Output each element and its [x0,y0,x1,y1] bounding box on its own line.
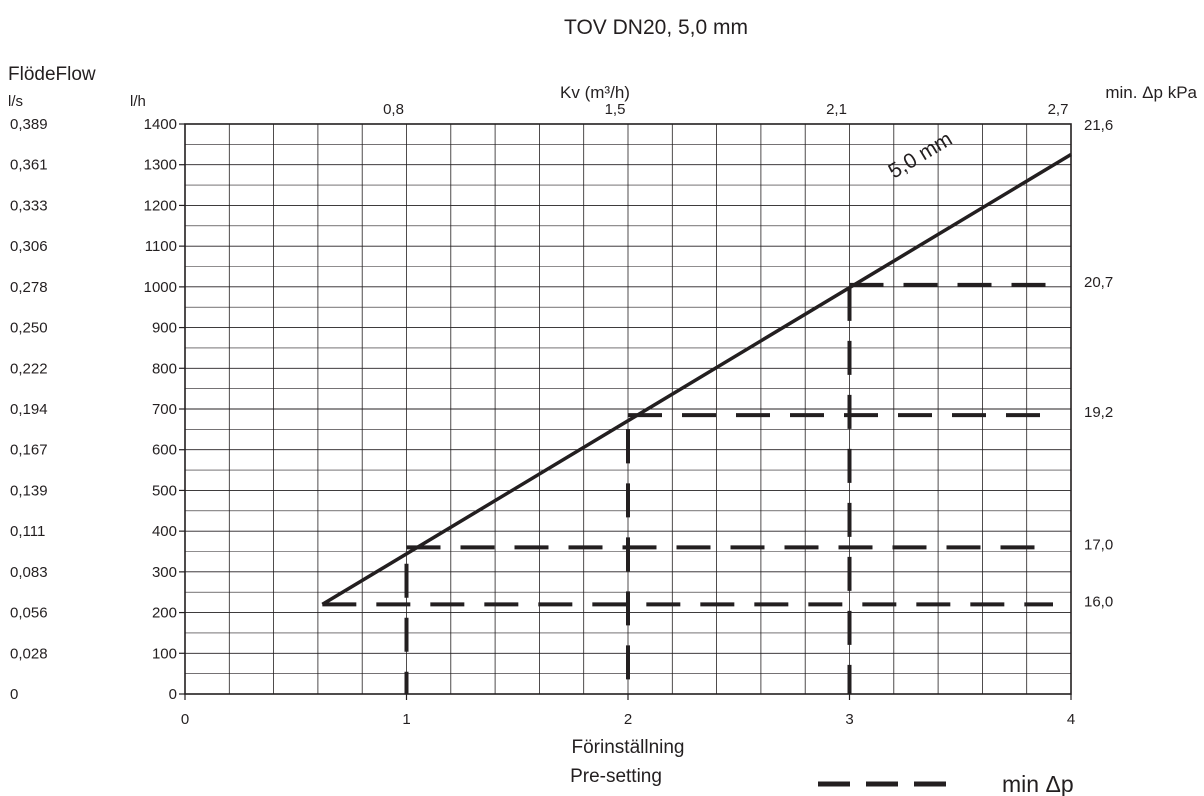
kv-tick-label: 0,8 [383,101,404,118]
min-dp-label: 20,7 [1084,274,1113,291]
y-tick-label-ls: 0 [10,686,18,703]
series-line [321,153,1072,606]
kv-tick-label: 2,7 [1048,101,1069,118]
x-axis-label-line1: Förinställning [572,737,685,758]
chart-title: TOV DN20, 5,0 mm [564,16,748,39]
y-tick-label-lh: 300 [152,564,177,581]
y-tick-label-lh: 200 [152,605,177,622]
y-tick-label-ls: 0,194 [10,401,48,418]
data-marks: 16,0 17,0 19,2 20,7 5,0 mm [321,127,1113,694]
kv-tick-label: 2,1 [826,101,847,118]
right-top-dp-label: 21,6 [1084,117,1113,134]
x-axis-label-line2: Pre-setting [570,766,662,787]
y-tick-label-lh: 700 [152,401,177,418]
y-tick-label-ls: 0,111 [10,523,45,540]
y-tick-label-ls: 0,389 [10,116,48,133]
y-tick-label-ls: 0,333 [10,197,48,214]
x-tick-label: 3 [845,711,853,728]
kv-tick-label: 1,5 [605,101,626,118]
y-tick-label-ls: 0,278 [10,279,48,296]
y-tick-label-lh: 100 [152,645,177,662]
y-tick-label-lh: 1300 [144,157,177,174]
x-tick-label: 1 [402,711,410,728]
y-tick-label-lh: 800 [152,360,177,377]
y-tick-label-lh: 0 [169,686,177,703]
y-tick-label-ls: 0,222 [10,360,48,377]
y-tick-label-ls: 0,250 [10,320,48,337]
y-tick-label-lh: 1400 [144,116,177,133]
right-axis-title: min. Δp kPa [1105,83,1197,102]
y-tick-label-lh: 900 [152,320,177,337]
tick-labels: 0100200300400500600700800900100011001200… [10,101,1075,728]
y-tick-label-ls: 0,361 [10,157,48,174]
y-tick-label-ls: 0,056 [10,605,48,622]
top-axis-title: Kv (m³/h) [560,83,630,102]
y-tick-label-lh: 1000 [144,279,177,296]
y-tick-label-ls: 0,028 [10,645,48,662]
legend-label: min Δp [1002,771,1074,796]
x-tick-label: 2 [624,711,632,728]
y-tick-label-ls: 0,139 [10,482,48,499]
series-label: 5,0 mm [885,127,957,183]
unit-lh-label: l/h [130,93,146,110]
y-tick-label-lh: 600 [152,442,177,459]
left-axis-title: FlödeFlow [8,64,96,85]
y-tick-label-lh: 1100 [145,238,177,255]
y-tick-label-ls: 0,167 [10,442,48,459]
x-tick-label: 4 [1067,711,1075,728]
min-dp-label: 16,0 [1084,593,1113,610]
y-tick-label-lh: 1200 [144,197,177,214]
min-dp-label: 19,2 [1084,404,1113,421]
y-tick-label-ls: 0,306 [10,238,48,255]
y-tick-label-lh: 500 [152,482,177,499]
min-dp-label: 17,0 [1084,536,1113,553]
y-tick-label-ls: 0,083 [10,564,48,581]
unit-ls-label: l/s [8,93,23,110]
y-tick-label-lh: 400 [152,523,177,540]
legend: min Δp [818,771,1074,796]
x-tick-label: 0 [181,711,189,728]
